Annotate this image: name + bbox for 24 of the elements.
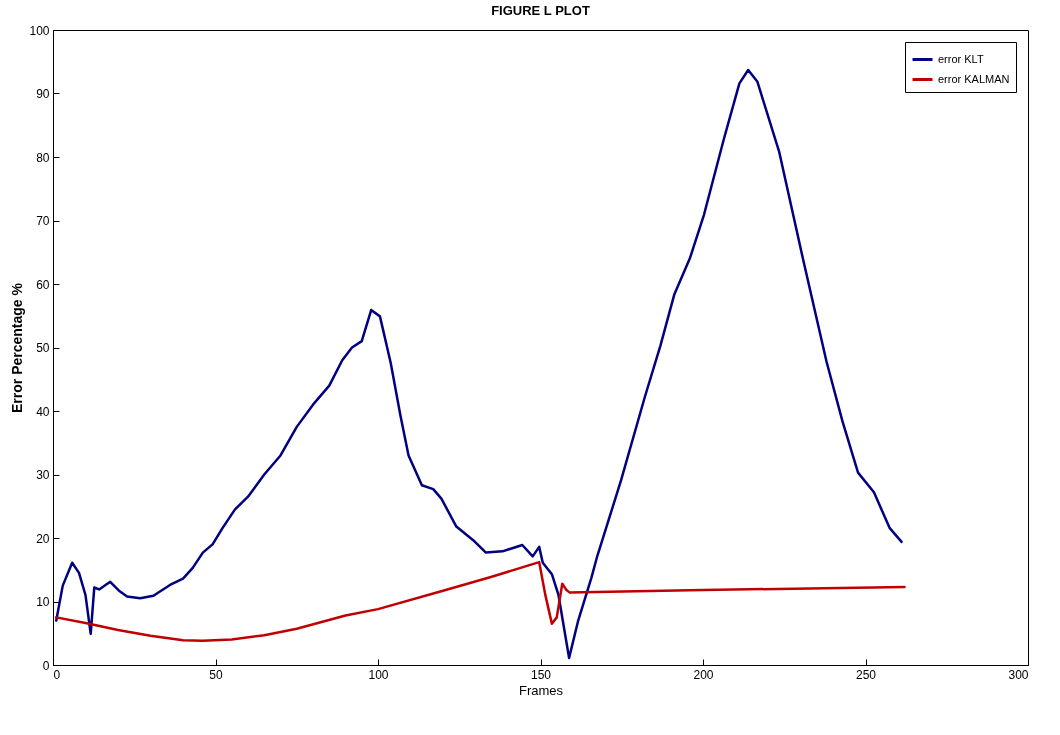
x-tick-label: 150 [530,667,552,682]
legend-label: error KLT [938,52,984,65]
x-tick-label: 250 [855,667,877,682]
x-tick-label: 300 [1008,667,1029,682]
y-tick-label: 30 [36,468,50,482]
y-tick-label: 60 [36,277,50,292]
y-tick-label: 100 [29,23,50,38]
legend-label: error KALMAN [938,72,1010,85]
x-axis-title: Frames [518,682,564,698]
y-tick-label: 40 [36,404,50,419]
y-axis-title: Error Percentage % [9,282,26,413]
y-tick-label: 80 [36,150,50,165]
chart-title: FIGURE L PLOT [491,3,590,18]
x-tick-label: 200 [693,667,714,682]
y-tick-label: 10 [36,595,50,609]
line-series [55,560,906,643]
y-tick-label: 50 [36,341,50,355]
y-tick-label: 90 [36,87,50,101]
y-tick-label: 70 [36,214,50,228]
x-tick-label: 100 [368,667,389,682]
x-tick-label: 50 [209,667,223,682]
line-series [55,68,903,660]
x-tick-label: 0 [53,667,61,682]
y-tick-label: 20 [36,531,50,546]
